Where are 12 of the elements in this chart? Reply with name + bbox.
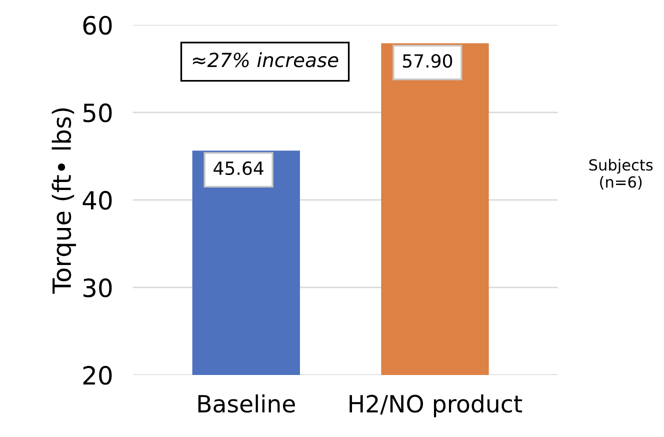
y-tick-label: 40 <box>82 190 112 210</box>
y-axis-title: Torque (ft• lbs) <box>52 108 76 294</box>
x-tick-label: H2/NO product <box>350 394 522 418</box>
data-label: 57.90 <box>402 54 452 68</box>
y-tick-label: 50 <box>83 103 112 122</box>
y-tick-label: 60 <box>83 16 112 35</box>
annotation: ≈27% increase <box>193 52 338 68</box>
text: Subjects (n=6) <box>589 158 653 190</box>
y-tick-label: 30 <box>83 278 112 298</box>
x-tick-label: Baseline <box>198 394 295 413</box>
y-tick-label: 20 <box>83 366 112 385</box>
data-label: 45.64 <box>214 161 264 176</box>
